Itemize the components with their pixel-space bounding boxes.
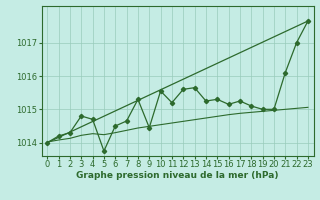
X-axis label: Graphe pression niveau de la mer (hPa): Graphe pression niveau de la mer (hPa) (76, 171, 279, 180)
